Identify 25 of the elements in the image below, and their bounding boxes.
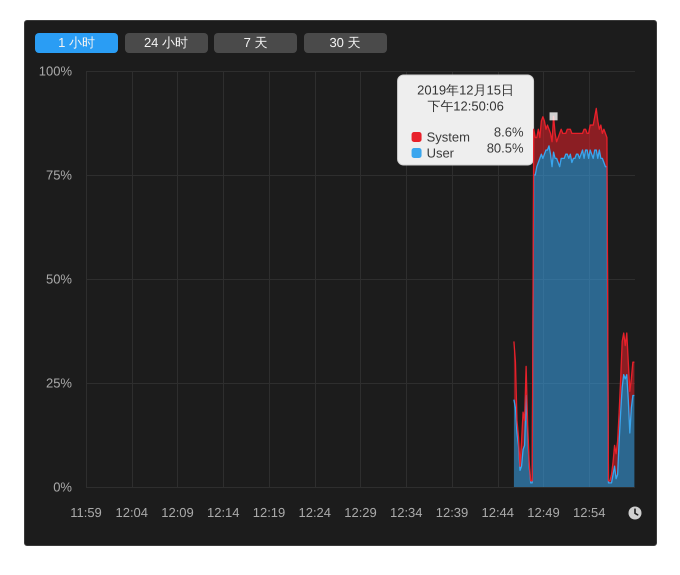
x-tick-label: 12:24 [298, 505, 332, 520]
x-tick-label: 12:34 [390, 505, 423, 520]
annotation: 80.5% [486, 140, 524, 156]
y-tick-label: 100% [38, 64, 72, 78]
x-tick-label: 11:59 [70, 505, 102, 520]
y-tick-label: 75% [46, 168, 72, 182]
x-tick-label: 12:09 [161, 505, 194, 520]
legend-title: 2019年12月15日下午12:50:06 [417, 82, 514, 114]
legend-label: User [426, 146, 455, 160]
y-tick-label: 0% [53, 480, 72, 494]
x-tick-label: 12:54 [572, 505, 606, 520]
x-tick-label: 12:49 [527, 505, 560, 520]
time-range-button[interactable]: 30 天 [304, 33, 386, 53]
x-tick-label: 12:39 [436, 505, 468, 520]
time-range-button[interactable]: 7 天 [214, 33, 297, 53]
x-tick-label: 12:04 [115, 505, 148, 520]
y-tick-label: 25% [46, 376, 72, 390]
x-tick-label: 12:14 [206, 505, 240, 520]
x-tick-label: 12:44 [481, 505, 514, 520]
time-range-button[interactable]: 24 小时 [124, 33, 208, 53]
y-tick-label: 50% [46, 272, 72, 286]
legend-label: System [426, 130, 470, 144]
annotation: 8.6% [494, 124, 524, 140]
x-tick-label: 12:29 [344, 505, 377, 520]
x-tick-label: 12:19 [252, 505, 286, 520]
